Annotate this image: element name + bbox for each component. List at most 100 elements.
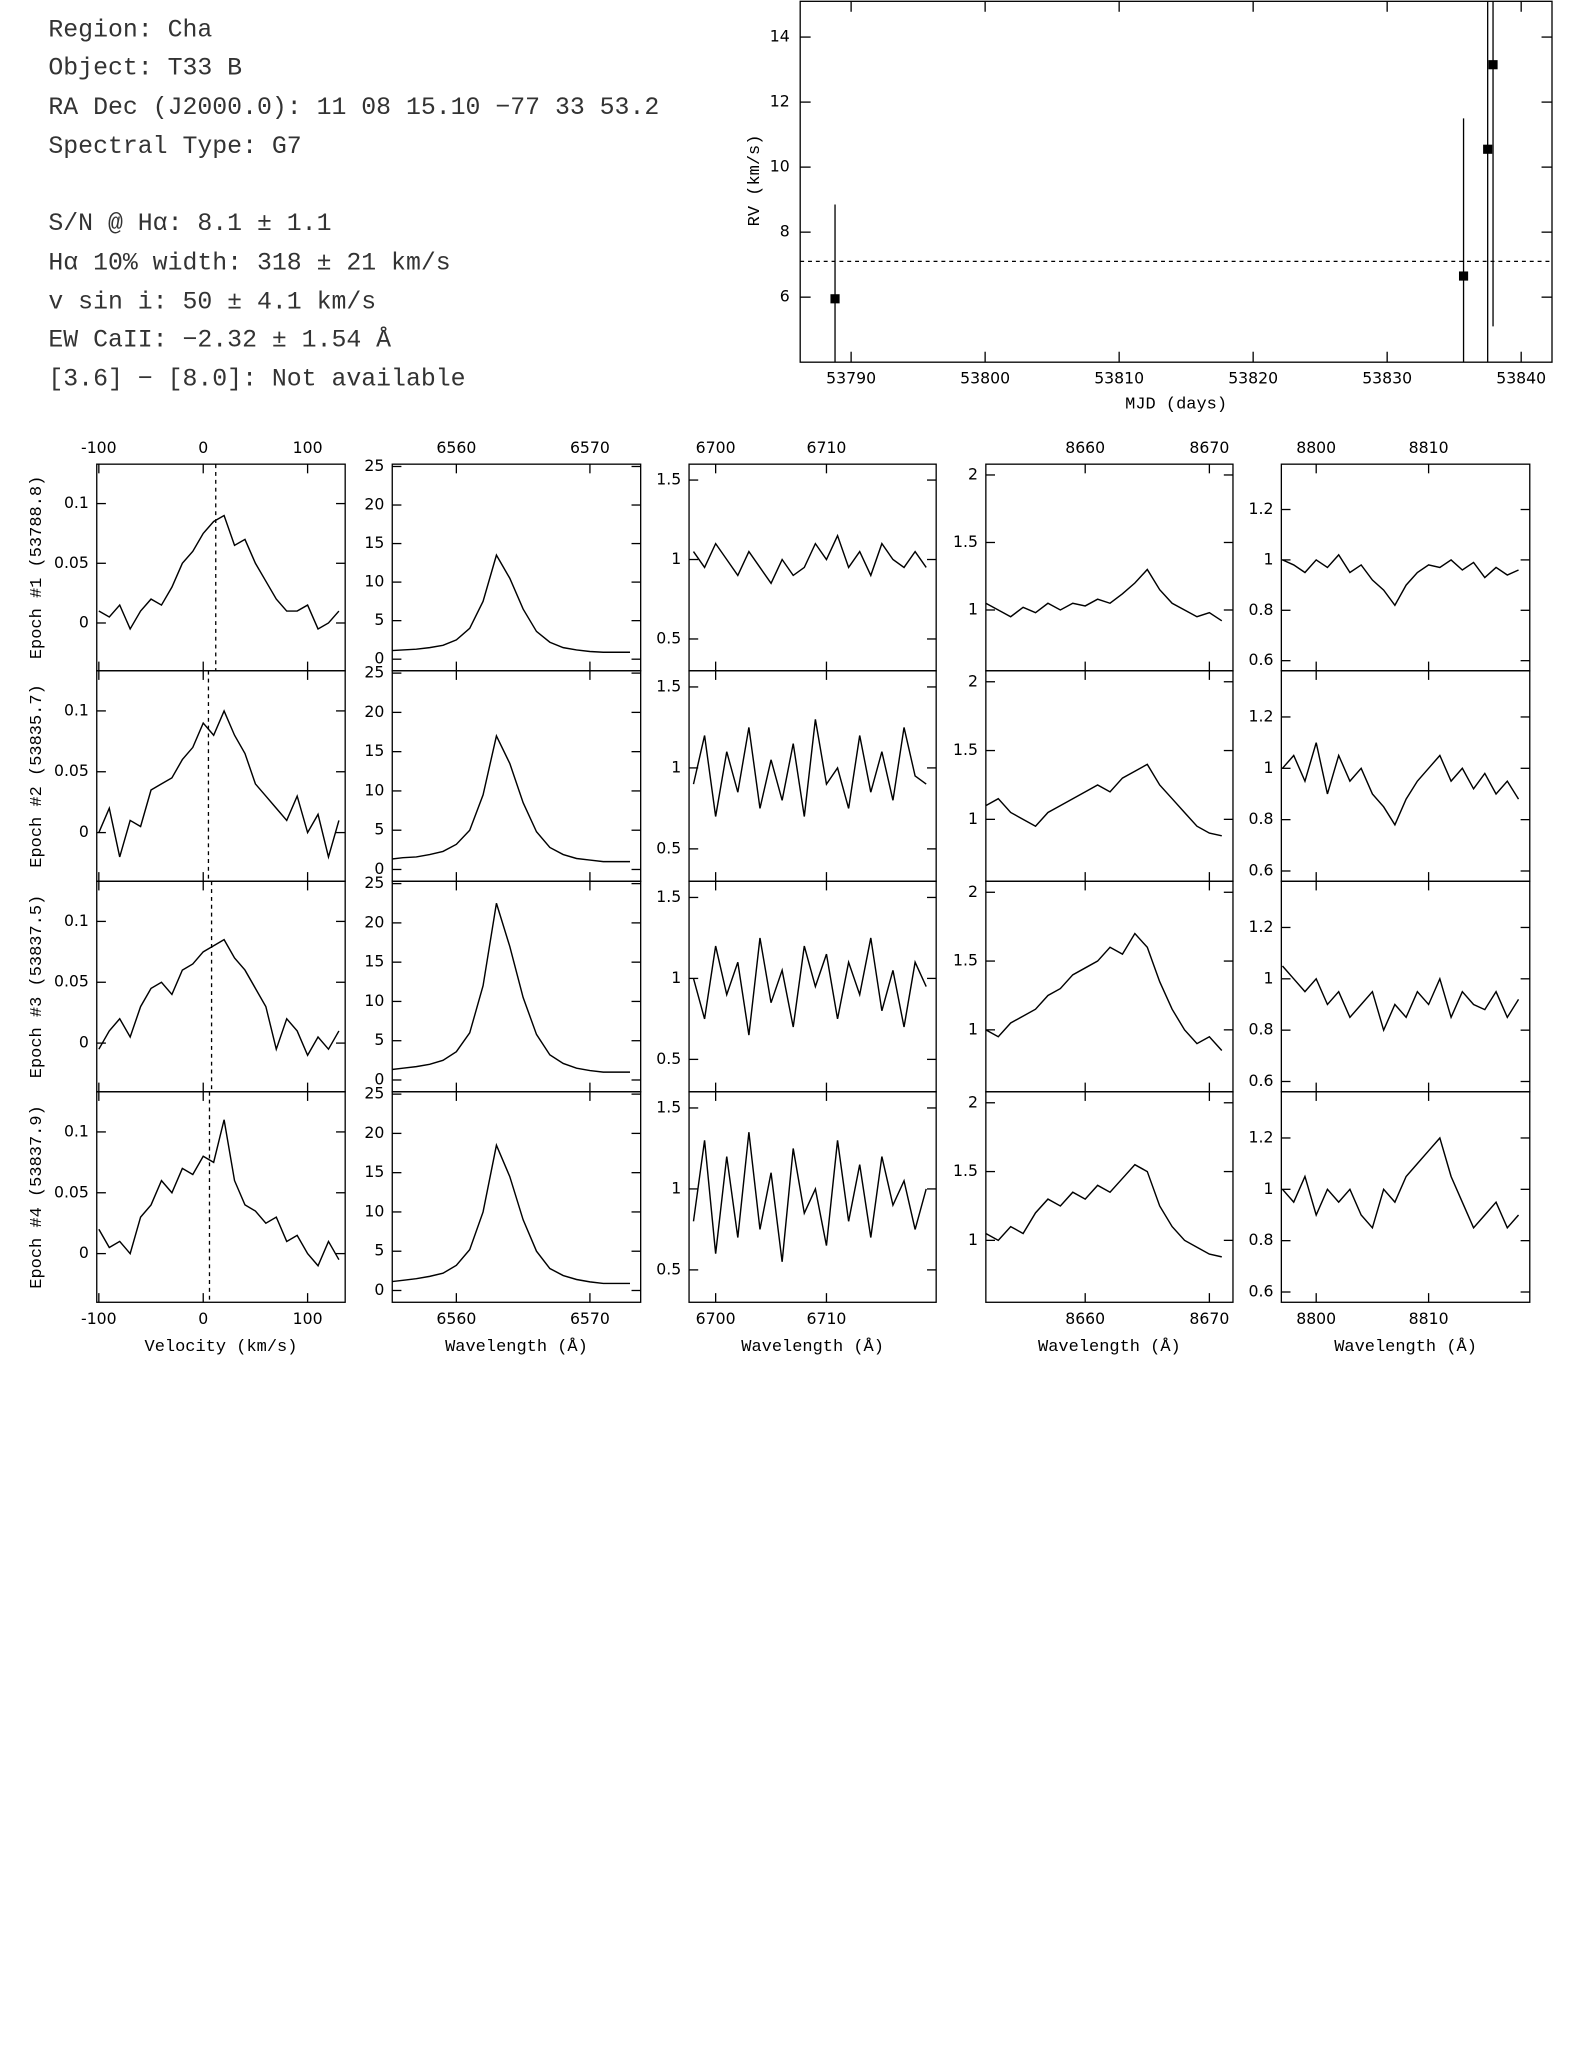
plot-frame <box>799 0 1553 363</box>
x-tick-label-top: -100 <box>81 438 117 457</box>
x-tick-label: 53820 <box>1228 369 1278 388</box>
panel-area <box>985 932 1223 1051</box>
y-tick-label: 5 <box>374 610 384 629</box>
info-line: Region: Cha <box>48 17 212 45</box>
y-tick-label: 0 <box>79 1033 89 1052</box>
spectrum-line <box>692 533 927 585</box>
spectrum-line <box>985 932 1223 1051</box>
panel-area <box>1282 553 1519 607</box>
y-tick-label: 25 <box>364 873 384 892</box>
y-tick-label: 1 <box>968 809 978 828</box>
y-tick-label: 15 <box>364 952 384 971</box>
panel-area <box>692 719 927 817</box>
spectrum-line <box>692 719 927 817</box>
y-tick-label: 0.6 <box>1249 1282 1274 1301</box>
y-tick-label: 20 <box>364 702 384 721</box>
y-tick-label: 1.5 <box>656 470 681 489</box>
spectrum-line <box>392 553 630 653</box>
y-tick-label: 0.8 <box>1249 1020 1274 1039</box>
y-tick-label: 15 <box>364 533 384 552</box>
info-line: v sin i: 50 ± 4.1 km/s <box>48 289 376 317</box>
info-line: RA Dec (J2000.0): 11 08 15.10 −77 33 53.… <box>48 94 659 122</box>
y-tick-label: 0 <box>374 859 384 878</box>
y-axis-label: RV (km/s) <box>746 135 765 227</box>
y-tick-label: 14 <box>770 27 790 46</box>
y-tick-label: 0.1 <box>64 911 89 930</box>
info-line: Spectral Type: G7 <box>48 133 301 161</box>
y-tick-label: 1.5 <box>656 887 681 906</box>
spectrum-line <box>392 733 630 863</box>
y-tick-label: 0.6 <box>1249 650 1274 669</box>
spectrum-line <box>985 763 1222 837</box>
panel-area <box>98 881 340 1092</box>
panel-frame <box>391 880 642 1093</box>
y-tick-label: 20 <box>364 1123 384 1142</box>
spectrum-line <box>1282 553 1519 607</box>
y-tick-label: 10 <box>364 572 384 591</box>
panel-frame <box>96 880 346 1093</box>
panel-frame <box>96 670 346 882</box>
y-tick-label: 1 <box>671 757 681 776</box>
x-tick-label-top: 8800 <box>1296 438 1336 457</box>
y-tick-label: 15 <box>364 741 384 760</box>
y-tick-label: 1.2 <box>1249 917 1274 936</box>
y-tick-label: 0.05 <box>54 972 89 991</box>
panel-frame <box>1280 463 1531 672</box>
panel-frame <box>391 463 642 672</box>
y-tick-label: 1 <box>671 549 681 568</box>
y-tick-label: 5 <box>374 1030 384 1049</box>
y-tick-label: 0.1 <box>64 700 89 719</box>
y-tick-label: 1 <box>671 1178 681 1197</box>
y-tick-label: 5 <box>374 820 384 839</box>
epoch-label: Epoch #1 (53788.8) <box>28 476 47 659</box>
panel-frame <box>96 1091 346 1303</box>
y-tick-label: 0.5 <box>656 1049 681 1068</box>
y-tick-label: 1.2 <box>1249 1127 1274 1146</box>
panel-frame <box>1280 1091 1531 1303</box>
x-tick-label: 0 <box>198 1309 208 1328</box>
panel-area <box>98 670 340 882</box>
x-tick-label-top: 8810 <box>1409 438 1449 457</box>
y-tick-label: 8 <box>780 222 790 241</box>
x-tick-label: -100 <box>81 1309 117 1328</box>
point <box>1483 144 1493 154</box>
spectrum-line <box>98 709 340 860</box>
panel-frame <box>688 463 937 672</box>
spectrum-line <box>1281 742 1520 827</box>
y-tick-label: 0 <box>79 822 89 841</box>
y-tick-label: 10 <box>364 1201 384 1220</box>
x-tick-label: 53840 <box>1496 369 1546 388</box>
y-tick-label: 25 <box>364 456 384 475</box>
y-tick-label: 2 <box>968 1092 978 1111</box>
x-tick-label: 8670 <box>1189 1309 1229 1328</box>
y-tick-label: 0 <box>374 1280 384 1299</box>
y-tick-label: 6 <box>780 287 790 306</box>
panel-area <box>392 1142 630 1285</box>
y-tick-label: 10 <box>364 780 384 799</box>
x-tick-label: 8810 <box>1409 1309 1449 1328</box>
y-tick-label: 0.05 <box>54 761 89 780</box>
y-tick-label: 1 <box>968 1019 978 1038</box>
x-tick-label: 6560 <box>436 1309 476 1328</box>
y-tick-label: 1 <box>968 1230 978 1249</box>
spectrum-line <box>1281 965 1520 1033</box>
panel-area <box>392 733 630 863</box>
spectrum-line <box>98 514 340 631</box>
y-tick-label: 10 <box>770 157 790 176</box>
x-tick-label: 6700 <box>696 1309 736 1328</box>
y-tick-label: 1.5 <box>953 740 978 759</box>
y-tick-label: 0.8 <box>1249 1230 1274 1249</box>
x-tick-label-top: 6710 <box>806 438 846 457</box>
x-tick-label-top: 8660 <box>1065 438 1105 457</box>
panel-frame <box>985 1091 1234 1303</box>
y-tick-label: 0.5 <box>656 1259 681 1278</box>
y-tick-label: 20 <box>364 912 384 931</box>
panel-frame <box>96 463 346 672</box>
x-tick-label-top: 6570 <box>570 438 610 457</box>
y-tick-label: 0.6 <box>1249 1071 1274 1090</box>
panel-frame <box>391 1091 642 1303</box>
y-tick-label: 20 <box>364 495 384 514</box>
x-tick-label: 8800 <box>1296 1309 1336 1328</box>
